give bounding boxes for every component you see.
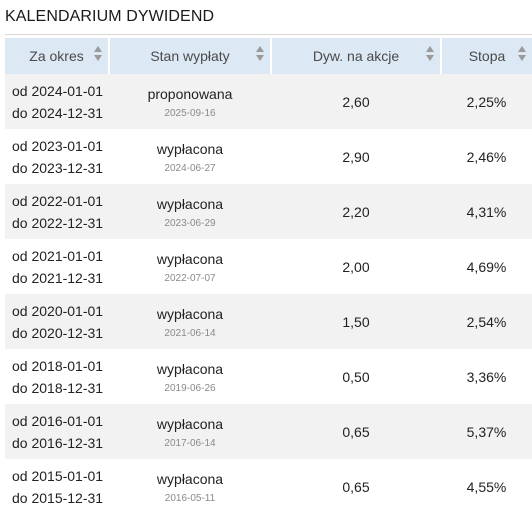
payout-status: wypłacona [156, 470, 224, 487]
period-to: do 2018-12-31 [12, 379, 104, 396]
dividend-yield: 4,69% [466, 258, 507, 275]
period-cell: od 2021-01-01 do 2021-12-31 [5, 239, 109, 294]
period-from: od 2023-01-01 [12, 137, 104, 154]
period-to: do 2016-12-31 [12, 434, 104, 451]
table-row: od 2024-01-01 do 2024-12-31 proponowana 202… [5, 74, 532, 129]
status-cell: wypłacona 2016-05-11 [109, 459, 271, 514]
period-from: od 2024-01-01 [12, 82, 104, 99]
dividend-yield: 3,36% [466, 368, 507, 385]
status-cell: wypłacona 2019-06-26 [109, 349, 271, 404]
period-to: do 2021-12-31 [12, 269, 104, 286]
dividend-per-share: 2,00 [342, 258, 370, 275]
period-to: do 2020-12-31 [12, 324, 104, 341]
column-header-period[interactable]: Za okres [5, 38, 110, 74]
payout-status: wypłacona [156, 195, 224, 212]
payout-status: wypłacona [156, 305, 224, 322]
page-title: KALENDARIUM DYWIDEND [5, 8, 215, 25]
period-to: do 2015-12-31 [12, 489, 104, 506]
period-from: od 2020-01-01 [12, 302, 104, 319]
period-cell: od 2018-01-01 do 2018-12-31 [5, 349, 109, 404]
column-header-status[interactable]: Stan wypłaty [109, 38, 272, 74]
dividend-per-share: 0,65 [342, 423, 370, 440]
payout-date: 2021-06-14 [164, 327, 216, 339]
status-cell: wypłacona 2017-06-14 [109, 404, 271, 459]
dividend-per-share: 2,90 [342, 148, 370, 165]
status-cell: wypłacona 2023-06-29 [109, 184, 271, 239]
period-to: do 2022-12-31 [12, 214, 104, 231]
period-cell: od 2023-01-01 do 2023-12-31 [5, 129, 109, 184]
period-cell: od 2020-01-01 do 2020-12-31 [5, 294, 109, 349]
period-cell: od 2022-01-01 do 2022-12-31 [5, 184, 109, 239]
period-from: od 2015-01-01 [12, 467, 104, 484]
period-cell: od 2024-01-01 do 2024-12-31 [5, 74, 109, 129]
payout-date: 2024-06-27 [164, 162, 216, 174]
payout-status: wypłacona [156, 360, 224, 377]
dividend-per-share: 2,20 [342, 203, 370, 220]
payout-status: wypłacona [156, 415, 224, 432]
payout-status: wypłacona [156, 140, 224, 157]
column-header-label: Za okres [29, 48, 84, 64]
column-header-label: Stopa [468, 48, 506, 64]
dividend-yield: 4,55% [466, 478, 507, 495]
column-header-label: Dyw. na akcje [312, 48, 400, 64]
period-from: od 2018-01-01 [12, 357, 104, 374]
table-row: od 2020-01-01 do 2020-12-31 wypłacona 2021-… [5, 294, 532, 349]
payout-status: proponowana [147, 85, 233, 102]
payout-date: 2016-05-11 [164, 492, 216, 504]
column-header-label: Stan wypłaty [150, 48, 230, 64]
dividend-yield: 4,31% [466, 203, 507, 220]
sort-icon[interactable] [518, 46, 526, 64]
payout-date: 2022-07-07 [164, 272, 216, 284]
sort-icon[interactable] [256, 46, 264, 64]
dividend-per-share: 2,60 [342, 93, 370, 110]
status-cell: wypłacona 2021-06-14 [109, 294, 271, 349]
period-to: do 2024-12-31 [12, 104, 104, 121]
sort-icon[interactable] [426, 46, 434, 64]
status-cell: wypłacona 2022-07-07 [109, 239, 271, 294]
period-cell: od 2016-01-01 do 2016-12-31 [5, 404, 109, 459]
table-row: od 2023-01-01 do 2023-12-31 wypłacona 2024-… [5, 129, 532, 184]
period-to: do 2023-12-31 [12, 159, 104, 176]
dividend-per-share: 0,50 [342, 368, 370, 385]
dividend-table: Za okres Stan wypłaty Dyw. na akcje Stop… [5, 38, 532, 514]
period-from: od 2022-01-01 [12, 192, 104, 209]
payout-date: 2019-06-26 [164, 382, 216, 394]
payout-date: 2023-06-29 [164, 217, 216, 229]
title-divider [5, 34, 532, 35]
table-row: od 2022-01-01 do 2022-12-31 wypłacona 2023-… [5, 184, 532, 239]
table-row: od 2021-01-01 do 2021-12-31 wypłacona 2022-… [5, 239, 532, 294]
payout-date: 2017-06-14 [164, 437, 216, 449]
table-row: od 2015-01-01 do 2015-12-31 wypłacona 2016-… [5, 459, 532, 514]
table-header-row: Za okres Stan wypłaty Dyw. na akcje Stop… [5, 38, 532, 74]
status-cell: proponowana 2025-09-16 [109, 74, 271, 129]
dividend-yield: 5,37% [466, 423, 507, 440]
column-header-dividend[interactable]: Dyw. na akcje [271, 38, 442, 74]
sort-icon[interactable] [94, 46, 102, 64]
payout-status: wypłacona [156, 250, 224, 267]
column-header-yield[interactable]: Stopa [441, 38, 532, 74]
dividend-per-share: 1,50 [342, 313, 370, 330]
dividend-per-share: 0,65 [342, 478, 370, 495]
dividend-yield: 2,54% [466, 313, 507, 330]
status-cell: wypłacona 2024-06-27 [109, 129, 271, 184]
period-from: od 2021-01-01 [12, 247, 104, 264]
payout-date: 2025-09-16 [164, 107, 216, 119]
table-row: od 2018-01-01 do 2018-12-31 wypłacona 2019-… [5, 349, 532, 404]
period-cell: od 2015-01-01 do 2015-12-31 [5, 459, 109, 514]
dividend-yield: 2,46% [466, 148, 507, 165]
table-row: od 2016-01-01 do 2016-12-31 wypłacona 2017-… [5, 404, 532, 459]
period-from: od 2016-01-01 [12, 412, 104, 429]
dividend-yield: 2,25% [466, 93, 507, 110]
